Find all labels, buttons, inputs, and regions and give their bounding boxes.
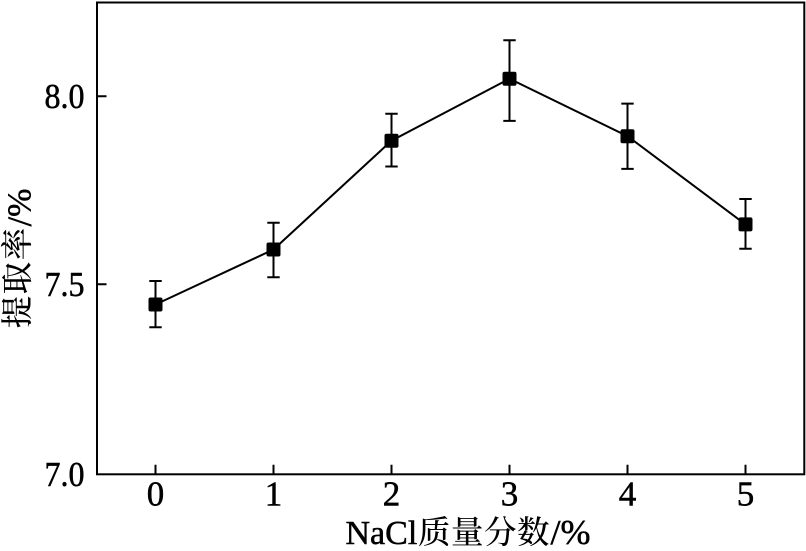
svg-text:7.5: 7.5: [45, 265, 85, 304]
svg-text:7.0: 7.0: [45, 455, 85, 494]
svg-text:5: 5: [737, 475, 755, 514]
svg-text:2: 2: [383, 475, 401, 514]
svg-text:1: 1: [265, 475, 283, 514]
svg-text:NaCl: NaCl: [346, 515, 418, 551]
svg-text:8.0: 8.0: [45, 77, 85, 116]
svg-text:4: 4: [619, 475, 637, 514]
svg-text:0: 0: [147, 475, 165, 514]
svg-text:/%: /%: [551, 513, 591, 551]
svg-text:3: 3: [501, 475, 519, 514]
svg-text:/%: /%: [2, 189, 39, 227]
